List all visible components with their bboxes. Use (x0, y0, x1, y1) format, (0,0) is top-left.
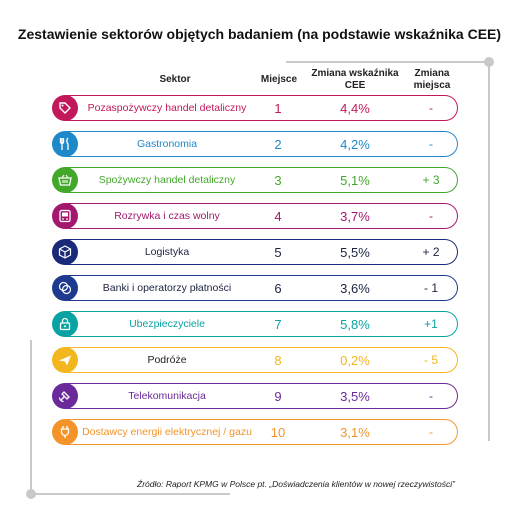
change-place-value: - 1 (423, 281, 438, 295)
frame-line-left (30, 340, 32, 495)
table-row: Pozaspożywczy handel detaliczny 1 4,4% - (52, 95, 458, 121)
header-change-cee: Zmiana wskaźnika CEE (311, 68, 399, 91)
place-value: 6 (274, 280, 282, 296)
change-place-value: + 2 (422, 245, 440, 259)
place-value: 10 (270, 424, 286, 440)
source-note: Źródło: Raport KPMG w Polsce pt. „Doświa… (137, 479, 455, 489)
change-place-value: - (429, 389, 433, 403)
cutlery-icon (52, 131, 78, 157)
table-row: Telekomunikacja 9 3,5% - (52, 383, 458, 409)
change-place-value: - (429, 137, 433, 151)
frame-line-top (286, 61, 490, 63)
sector-name: Ubezpieczyciele (129, 318, 205, 330)
place-value: 5 (274, 244, 282, 260)
change-cee-value: 0,2% (340, 352, 370, 368)
place-value: 9 (274, 388, 282, 404)
change-place-value: + 3 (422, 173, 440, 187)
header-sector: Sektor (159, 74, 191, 85)
change-place-value: - (429, 209, 433, 223)
place-value: 4 (274, 208, 282, 224)
change-cee-value: 3,5% (340, 388, 370, 404)
change-place-value: +1 (424, 317, 438, 331)
frame-dot-bottom-left (26, 489, 36, 499)
place-value: 2 (274, 136, 282, 152)
change-cee-value: 5,8% (340, 316, 370, 332)
change-cee-value: 4,2% (340, 136, 370, 152)
box-icon (52, 239, 78, 265)
change-cee-value: 3,6% (340, 280, 370, 296)
sector-name: Pozaspożywczy handel detaliczny (87, 102, 247, 114)
place-value: 1 (274, 100, 282, 116)
table-row: Rozrywka i czas wolny 4 3,7% - (52, 203, 458, 229)
change-cee-value: 5,5% (340, 244, 370, 260)
table-row: Gastronomia 2 4,2% - (52, 131, 458, 157)
sector-name: Rozrywka i czas wolny (114, 210, 220, 222)
plug-icon (52, 419, 78, 445)
change-place-value: - 5 (423, 353, 438, 367)
table-row: Podróże 8 0,2% - 5 (52, 347, 458, 373)
sector-name: Gastronomia (136, 138, 198, 150)
change-cee-value: 4,4% (340, 100, 370, 116)
sector-name: Spożywczy handel detaliczny (98, 174, 236, 186)
table-row: Logistyka 5 5,5% + 2 (52, 239, 458, 265)
basket-icon (52, 167, 78, 193)
change-cee-value: 3,7% (340, 208, 370, 224)
change-place-value: - (429, 425, 433, 439)
table-row: Spożywczy handel detaliczny 3 5,1% + 3 (52, 167, 458, 193)
table-row: Dostawcy energii elektrycznej / gazu 10 3,… (52, 419, 458, 445)
tv-icon (52, 203, 78, 229)
plane-icon (52, 347, 78, 373)
frame-dot-top-right (484, 57, 494, 67)
frame-line-right (488, 61, 490, 441)
satellite-icon (52, 383, 78, 409)
place-value: 7 (274, 316, 282, 332)
sector-name: Banki i operatorzy płatności (102, 282, 232, 294)
tag-icon (52, 95, 78, 121)
place-value: 3 (274, 172, 282, 188)
sector-name: Podróże (147, 354, 187, 366)
frame-line-bottom (30, 493, 230, 495)
chart-title: Zestawienie sektorów objętych badaniem (… (17, 26, 502, 42)
lock-icon (52, 311, 78, 337)
coins-icon (52, 275, 78, 301)
change-place-value: - (429, 101, 433, 115)
header-change-place: Zmiana miejsca (413, 68, 451, 91)
sector-name: Dostawcy energii elektrycznej / gazu (82, 426, 252, 438)
change-cee-value: 3,1% (340, 424, 370, 440)
sector-name: Logistyka (144, 246, 190, 258)
place-value: 8 (274, 352, 282, 368)
header-place: Miejsce (260, 74, 298, 85)
table-row: Ubezpieczyciele 7 5,8% +1 (52, 311, 458, 337)
change-cee-value: 5,1% (340, 172, 370, 188)
sector-name: Telekomunikacja (128, 390, 206, 402)
table-row: Banki i operatorzy płatności 6 3,6% - 1 (52, 275, 458, 301)
